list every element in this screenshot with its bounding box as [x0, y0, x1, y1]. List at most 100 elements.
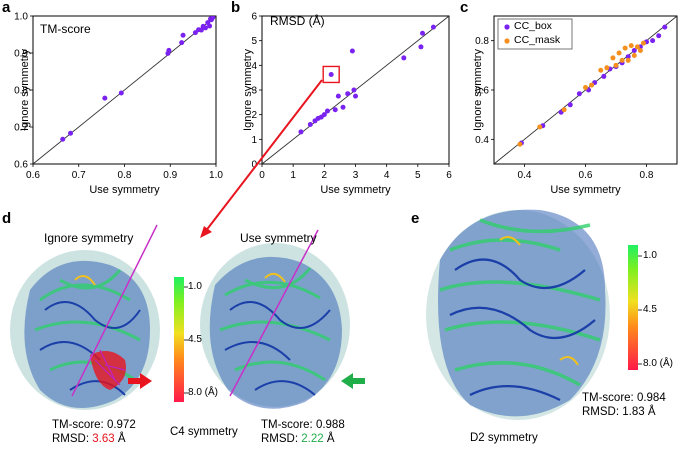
data-point-c-cc-box	[650, 38, 656, 44]
data-point-b-series	[324, 108, 330, 114]
data-point-c-cc-mask	[622, 45, 628, 51]
data-point-a-series	[68, 130, 74, 136]
rmsd-unit: Å	[114, 433, 126, 445]
data-point-c-cc-box	[567, 102, 573, 108]
chart-a-ylabel: Ignore symmetry	[19, 49, 31, 131]
colorbar-d-label-high: 1.0	[188, 281, 202, 292]
chart-c-legend-box	[497, 18, 573, 50]
data-point-c-cc-mask	[598, 67, 604, 73]
symmetry-axis-right	[229, 229, 319, 397]
data-point-a-series	[192, 30, 198, 36]
highlight-box	[322, 65, 340, 84]
data-point-c-cc-box	[625, 54, 631, 60]
data-point-c-cc-mask	[561, 107, 567, 113]
data-point-c-cc-mask	[616, 50, 622, 56]
data-point-b-series	[418, 44, 424, 50]
panel-label-e: e	[411, 210, 420, 227]
y-tick-label: 4	[251, 61, 257, 72]
panel-d-right-title: Use symmetry	[240, 231, 317, 245]
chart-a-title: TM-score	[40, 22, 91, 36]
chart-a-ticks: 0.6 0.7 0.8 0.9 1.0 0.6 0.7 0.8 0.9 1.0	[14, 12, 223, 182]
colorbar-e	[628, 245, 638, 370]
data-point-a-series	[102, 95, 108, 101]
x-tick-label: 6	[446, 170, 452, 181]
panel-d-symmetry: C4 symmetry	[170, 426, 238, 438]
colorbar-d-label-mid: 4.5	[188, 334, 202, 345]
y-tick-label: 0.8	[14, 86, 28, 97]
data-point-c-cc-mask	[604, 65, 610, 71]
panel-e-tmscore: TM-score: 0.984	[582, 392, 666, 404]
panel-d-right-rmsd: RMSD: 2.22 Å	[261, 433, 335, 445]
panel-label-b: b	[231, 0, 241, 16]
data-point-c-cc-box	[631, 48, 637, 54]
panel-d-left-title: Ignore symmetry	[44, 231, 134, 245]
data-point-b-series	[351, 87, 357, 93]
data-point-c-cc-box	[601, 73, 607, 79]
rmsd-value-green: 2.22	[301, 433, 324, 445]
data-point-b-series	[345, 91, 351, 97]
y-tick-label: 5	[251, 36, 257, 47]
legend-label-cc-box: CC_box	[514, 20, 552, 32]
data-point-c-cc-box	[576, 91, 582, 97]
legend-marker-cc-mask	[504, 38, 510, 44]
y-tick-label: 0.6	[475, 86, 489, 97]
x-tick-label: 3	[353, 170, 359, 181]
structure-d2	[426, 209, 610, 420]
data-point-c-cc-mask	[640, 40, 646, 46]
chart-b-xlabel: Use symmetry	[320, 184, 391, 196]
y-tick-label: 0.9	[14, 49, 28, 60]
x-tick-label: 0.8	[640, 170, 654, 181]
colorbar-e-label-mid: 4.5	[643, 304, 657, 315]
panel-e-rmsd: RMSD: 1.83 Å	[582, 406, 656, 418]
green-arrow-marker	[341, 373, 365, 389]
rmsd-label: RMSD:	[261, 433, 302, 445]
chart-a: 0.6 0.7 0.8 0.9 1.0 0.6 0.7 0.8 0.9 1.0	[14, 12, 223, 182]
legend-label-cc-mask: CC_mask	[514, 34, 561, 46]
data-point-b-series	[420, 30, 426, 36]
colorbar-e-label-high: 1.0	[643, 250, 657, 261]
data-point-c-cc-mask	[634, 44, 640, 50]
legend-marker-cc-box	[504, 24, 510, 30]
panel-label-c: c	[460, 0, 469, 16]
y-tick-label: 0.4	[475, 135, 489, 146]
x-tick-label: 0.6	[26, 170, 40, 181]
x-tick-label: 0.4	[518, 170, 532, 181]
data-point-a-series	[207, 23, 213, 29]
chart-c-ylabel: Ignore symmetry	[472, 49, 484, 131]
data-point-c-cc-box	[662, 24, 668, 30]
panel-e-symmetry: D2 symmetry	[470, 432, 538, 444]
y-tick-label: 3	[251, 86, 257, 97]
x-tick-label: 1.0	[209, 170, 223, 181]
chart-a-xlabel: Use symmetry	[89, 184, 160, 196]
data-point-b-series	[321, 112, 327, 118]
y-tick-label: 1	[251, 135, 257, 146]
diagonal-line	[33, 16, 216, 164]
x-tick-label: 0.7	[72, 170, 86, 181]
panel-d-left-rmsd: RMSD: 3.63 Å	[52, 433, 126, 445]
data-point-c-cc-mask	[613, 62, 619, 68]
y-tick-label: 0.8	[475, 36, 489, 47]
data-point-b-series	[401, 55, 407, 61]
y-tick-label: 0.6	[14, 160, 28, 171]
data-point-c-cc-mask	[625, 57, 631, 63]
panel-label-d: d	[2, 210, 12, 227]
data-point-c-cc-box	[656, 33, 662, 39]
data-point-a-series	[166, 47, 172, 53]
data-point-c-cc-mask	[610, 55, 616, 61]
symmetry-axis-left	[71, 224, 158, 397]
x-tick-label: 0.6	[579, 170, 593, 181]
chart-c-ticks: 0.4 0.6 0.8 0.4 0.6 0.8	[475, 36, 654, 181]
data-point-a-series	[210, 16, 216, 20]
data-point-b-series	[332, 107, 338, 113]
data-point-b-series	[298, 129, 304, 135]
highlight-arrow-head	[200, 226, 212, 238]
data-point-a-series	[202, 25, 208, 31]
data-point-a-series	[180, 32, 186, 38]
data-point-c-cc-mask	[628, 43, 634, 49]
rmsd-unit: Å	[323, 433, 335, 445]
data-point-c-cc-mask	[517, 141, 523, 147]
data-point-b-series	[328, 71, 334, 77]
data-point-c-cc-mask	[583, 85, 588, 91]
y-tick-label: 6	[251, 12, 257, 23]
